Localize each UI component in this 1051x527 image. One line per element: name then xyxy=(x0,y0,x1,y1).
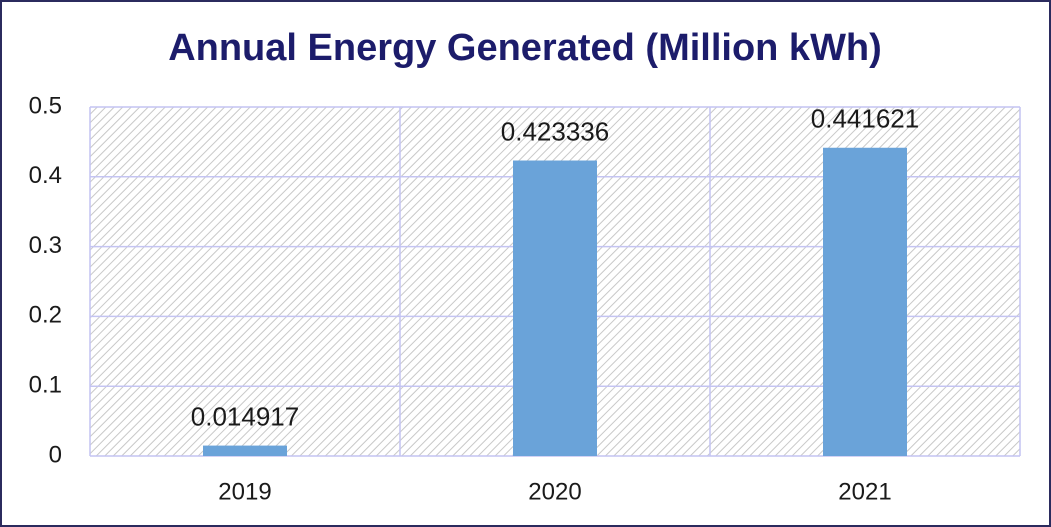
bar xyxy=(513,160,597,456)
y-tick-label: 0.1 xyxy=(29,372,62,399)
y-tick-label: 0.2 xyxy=(29,302,62,329)
x-tick-label: 2020 xyxy=(528,478,581,505)
x-tick-label: 2021 xyxy=(838,478,891,505)
x-tick-label: 2019 xyxy=(218,478,271,505)
y-tick-label: 0.5 xyxy=(29,92,62,119)
data-label: 0.423336 xyxy=(501,116,609,146)
data-label: 0.014917 xyxy=(191,401,299,431)
bar xyxy=(203,445,287,456)
y-tick-label: 0.3 xyxy=(29,232,62,259)
bar xyxy=(823,147,907,456)
data-label: 0.441621 xyxy=(811,104,919,134)
chart-title: Annual Energy Generated (Million kWh) xyxy=(168,27,882,69)
y-tick-label: 0 xyxy=(49,441,62,468)
y-tick-label: 0.4 xyxy=(29,162,62,189)
